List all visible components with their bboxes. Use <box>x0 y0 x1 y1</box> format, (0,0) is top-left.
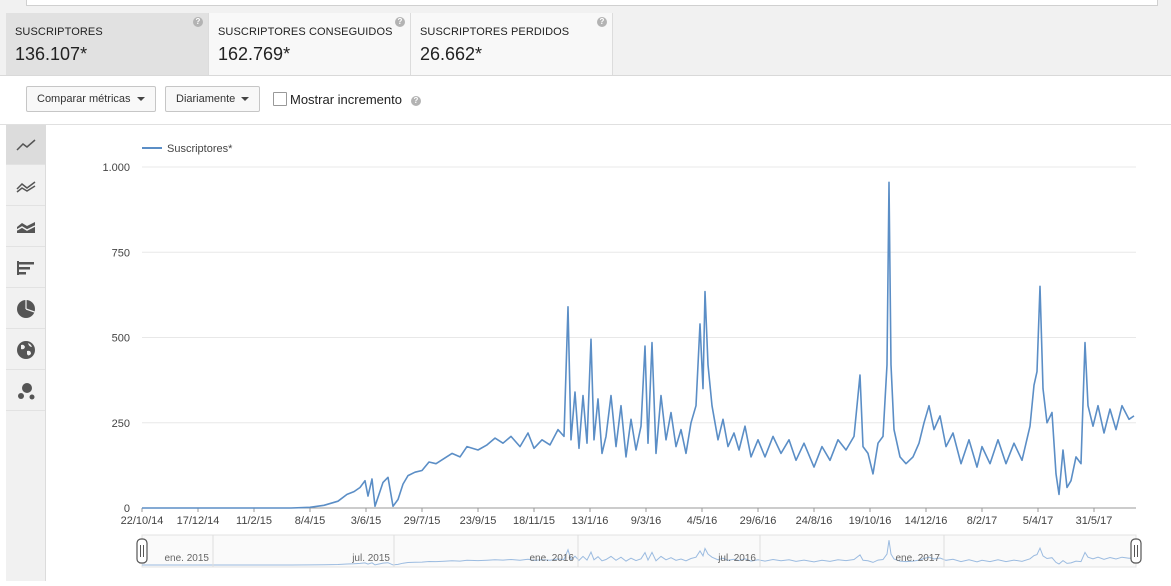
legend-label: Suscriptores* <box>167 143 233 155</box>
help-icon[interactable]: ? <box>597 17 607 27</box>
x-tick-label: 17/12/14 <box>177 515 220 527</box>
show-increment-label[interactable]: Mostrar incremento <box>290 92 402 107</box>
metric-tab-subscribers[interactable]: SUSCRIPTORES 136.107* ? <box>6 13 209 75</box>
show-increment-checkbox[interactable] <box>273 92 287 106</box>
navigator-label: ene. 2015 <box>165 553 210 564</box>
navigator-label: jul. 2015 <box>351 553 390 564</box>
x-tick-label: 24/8/16 <box>796 515 833 527</box>
chart-area: 0 250 500 750 1.000 22/10/14 17/12/14 11/2/15 8/… <box>46 125 1171 581</box>
caret-down-icon <box>136 97 145 102</box>
chart-type-stacked-area-button[interactable] <box>6 207 45 247</box>
x-tick-label: 5/4/17 <box>1023 515 1054 527</box>
y-tick-label: 750 <box>112 247 130 259</box>
x-tick-label: 14/12/16 <box>905 515 948 527</box>
top-search-box[interactable] <box>26 0 1158 6</box>
metric-tab-subscribers-lost[interactable]: SUSCRIPTORES PERDIDOS 26.662* ? <box>411 13 613 75</box>
x-tick-label: 29/6/16 <box>740 515 777 527</box>
help-icon[interactable]: ? <box>395 17 405 27</box>
y-tick-label: 1.000 <box>102 162 130 174</box>
y-tick-label: 500 <box>112 333 130 345</box>
series-line-suscriptores <box>142 181 1135 509</box>
y-tick-label: 250 <box>112 418 130 430</box>
x-tick-label: 3/6/15 <box>351 515 382 527</box>
metric-label: SUSCRIPTORES CONSEGUIDOS <box>218 26 393 38</box>
stacked-area-chart-icon <box>16 221 35 233</box>
metric-value: 162.769* <box>218 44 291 64</box>
x-tick-label: 9/3/16 <box>631 515 662 527</box>
metrics-bar: SUSCRIPTORES 136.107* ? SUSCRIPTORES CON… <box>0 13 1171 76</box>
chart-toolbar: Comparar métricas Diariamente <box>0 76 1171 125</box>
range-navigator <box>141 534 1137 568</box>
metric-value: 26.662* <box>420 44 483 64</box>
period-label: Diariamente <box>176 93 236 105</box>
top-bar <box>0 0 1171 14</box>
chart-type-multiline-button[interactable] <box>6 166 45 206</box>
pie-chart-icon <box>16 299 35 318</box>
x-tick-label: 11/2/15 <box>236 515 272 527</box>
x-tick-label: 22/10/14 <box>121 515 164 527</box>
x-tick-label: 31/5/17 <box>1076 515 1113 527</box>
navigator-right-handle[interactable] <box>1130 538 1142 564</box>
y-tick-label: 0 <box>124 503 130 515</box>
bubble-chart-icon <box>17 382 34 399</box>
caret-down-icon <box>241 97 250 102</box>
navigator-label: ene. 2016 <box>530 553 575 564</box>
compare-metrics-label: Comparar métricas <box>37 93 131 105</box>
x-tick-label: 29/7/15 <box>404 515 441 527</box>
x-tick-label: 8/2/17 <box>967 515 998 527</box>
multi-line-chart-icon <box>15 180 35 193</box>
navigator-series-line <box>142 540 1135 566</box>
x-tick-label: 19/10/16 <box>849 515 892 527</box>
bar-chart-icon <box>16 260 34 275</box>
navigator-label: ene. 2017 <box>896 553 941 564</box>
navigator-left-handle[interactable] <box>136 538 148 564</box>
navigator-label: jul. 2016 <box>717 553 756 564</box>
chart-type-sidebar <box>6 125 46 581</box>
x-tick-label: 18/11/15 <box>513 515 555 527</box>
chart-type-pie-button[interactable] <box>6 289 45 329</box>
metric-tab-subscribers-gained[interactable]: SUSCRIPTORES CONSEGUIDOS 162.769* ? <box>209 13 411 75</box>
globe-map-icon <box>16 340 35 359</box>
chart-type-line-button[interactable] <box>6 125 45 165</box>
line-chart: 0 250 500 750 1.000 22/10/14 17/12/14 11/2/15 8/… <box>102 143 1142 568</box>
help-icon[interactable]: ? <box>193 17 203 27</box>
metric-label: SUSCRIPTORES PERDIDOS <box>420 26 570 38</box>
x-tick-label: 4/5/16 <box>687 515 718 527</box>
compare-metrics-button[interactable]: Comparar métricas <box>26 86 156 112</box>
chart-type-bar-button[interactable] <box>6 248 45 288</box>
chart-type-map-button[interactable] <box>6 330 45 370</box>
x-tick-label: 13/1/16 <box>572 515 609 527</box>
period-dropdown[interactable]: Diariamente <box>165 86 261 112</box>
line-chart-icon <box>15 138 35 151</box>
help-icon[interactable]: ? <box>411 96 421 106</box>
chart-type-bubble-button[interactable] <box>6 371 45 411</box>
x-tick-label: 8/4/15 <box>295 515 326 527</box>
metric-label: SUSCRIPTORES <box>15 26 103 38</box>
metric-value: 136.107* <box>15 44 88 64</box>
x-tick-label: 23/9/15 <box>460 515 497 527</box>
